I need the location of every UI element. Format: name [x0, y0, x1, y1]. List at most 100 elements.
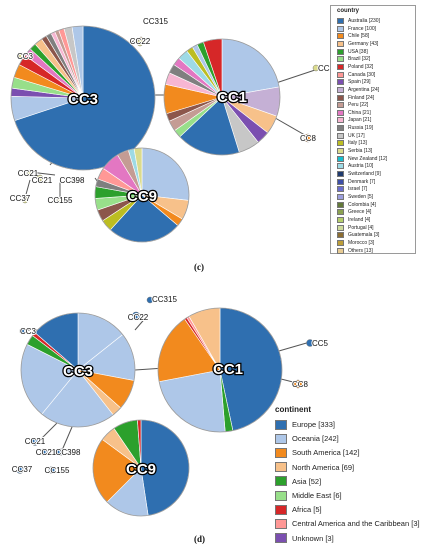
minor-node-label: CC398	[60, 176, 85, 185]
minor-node	[40, 448, 48, 456]
legend-swatch	[337, 155, 344, 162]
pie-cc9-country	[94, 147, 190, 243]
legend-swatch	[337, 247, 344, 254]
legend-swatch	[337, 117, 344, 124]
node-label-cc1: CC1	[213, 361, 243, 378]
panel-label-d: (d)	[194, 534, 205, 544]
continent-legend-item: Asia [52]	[275, 475, 321, 488]
legend-swatch	[337, 48, 344, 55]
legend-swatch	[275, 533, 287, 544]
legend-label: Brazil [32]	[348, 56, 371, 63]
pie-cc1-continent	[157, 307, 283, 433]
country-legend-item: Colombia [4]	[337, 201, 376, 209]
legend-swatch	[337, 140, 344, 147]
minor-node-label: CC21	[25, 437, 46, 446]
minor-node-label: CC5	[312, 339, 329, 348]
legend-label: Australia [230]	[348, 18, 380, 24]
country-legend-item: Greece [4]	[337, 208, 371, 216]
country-legend-item: Portugal [4]	[337, 224, 374, 232]
continent-legend-item: Middle East [6]	[275, 489, 342, 502]
node-label-cc3: CC3	[63, 363, 93, 380]
legend-swatch	[337, 56, 344, 63]
legend-swatch	[337, 71, 344, 78]
legend-label: Austria [10]	[348, 163, 374, 170]
legend-label: North America [69]	[292, 462, 355, 472]
continent-legend-item: Unknown [3]	[275, 532, 334, 545]
legend-label: Unknown [3]	[292, 533, 334, 543]
minor-node	[21, 196, 29, 204]
pie-outline	[20, 312, 136, 428]
legend-swatch	[337, 18, 344, 24]
legend-label: Italy [13]	[348, 140, 367, 147]
legend-swatch	[337, 132, 344, 139]
legend-swatch	[337, 201, 344, 208]
legend-label: Serbia [13]	[348, 148, 373, 155]
country-legend-item: Russia [19]	[337, 124, 373, 132]
minor-node	[71, 176, 79, 184]
legend-label: Denmark [7]	[348, 178, 376, 185]
minor-node-label: CC3	[20, 327, 37, 336]
legend-swatch	[275, 433, 287, 444]
legend-swatch	[337, 178, 344, 185]
country-legend-item: France [100]	[337, 25, 376, 33]
country-legend-item: UK [17]	[337, 132, 365, 140]
legend-label: Central America and the Caribbean [3]	[292, 519, 420, 529]
legend-label: Spain [29]	[348, 79, 371, 86]
legend-label: Colombia [4]	[348, 201, 377, 208]
minor-node-label: CC8	[292, 380, 309, 389]
continent-legend-item: Oceania [242]	[275, 432, 339, 445]
country-legend-item: Brazil [32]	[337, 55, 370, 63]
country-legend-item: Canada [30]	[337, 71, 375, 79]
pie-outline	[157, 307, 283, 433]
minor-node	[293, 379, 303, 389]
minor-node	[26, 169, 34, 177]
legend-swatch	[337, 25, 344, 32]
legend-label: Canada [30]	[348, 71, 376, 78]
legend-swatch	[275, 504, 287, 515]
minor-node	[56, 196, 64, 204]
pie-cc3-country	[10, 25, 156, 171]
country-legend-item: Argentina [24]	[337, 86, 379, 94]
pie-outline	[10, 25, 156, 171]
minor-node-label: CC37	[10, 194, 31, 203]
minor-node-label: CC37	[12, 465, 33, 474]
legend-label: Germany [43]	[348, 40, 379, 47]
panel-label-c: (c)	[194, 262, 204, 272]
legend-swatch	[337, 171, 344, 177]
legend-label: Morocco [3]	[348, 239, 375, 246]
country-legend-item: Germany [43]	[337, 40, 378, 48]
legend-label: Asia [52]	[292, 476, 322, 486]
country-legend-item: Morocco [3]	[337, 239, 374, 247]
continent-legend-item: North America [69]	[275, 461, 354, 474]
legend-swatch	[337, 209, 344, 216]
country-legend-title: country	[337, 8, 360, 14]
legend-label: Poland [32]	[348, 63, 374, 70]
legend-label: Peru [22]	[348, 102, 369, 109]
node-label-cc9: CC9	[126, 461, 156, 478]
legend-swatch	[275, 447, 287, 458]
legend-swatch	[337, 79, 344, 86]
country-legend-item: New Zealand [12]	[337, 155, 387, 163]
legend-swatch	[337, 232, 344, 239]
country-legend-item: Israel [7]	[337, 185, 367, 193]
country-legend-item: Italy [13]	[337, 139, 367, 147]
legend-swatch	[275, 419, 287, 430]
minor-node	[31, 438, 39, 446]
legend-label: New Zealand [12]	[348, 155, 388, 162]
pie-outline	[163, 38, 281, 156]
country-legend-item: Sweden [5]	[337, 193, 373, 201]
legend-label: Greece [4]	[348, 209, 372, 216]
legend-swatch	[337, 163, 344, 170]
legend-label: Oceania [242]	[292, 434, 339, 444]
legend-swatch	[275, 462, 287, 473]
continent-legend-item: Europe [333]	[275, 418, 335, 431]
minor-node-label: CC21	[32, 176, 53, 185]
legend-swatch	[337, 239, 344, 246]
edge-line	[24, 179, 31, 199]
legend-label: Russia [19]	[348, 125, 374, 132]
country-legend-item: Guatemala [3]	[337, 231, 379, 239]
legend-swatch	[337, 125, 344, 132]
legend-swatch	[337, 33, 344, 40]
minor-node-label: CC155	[45, 466, 70, 475]
